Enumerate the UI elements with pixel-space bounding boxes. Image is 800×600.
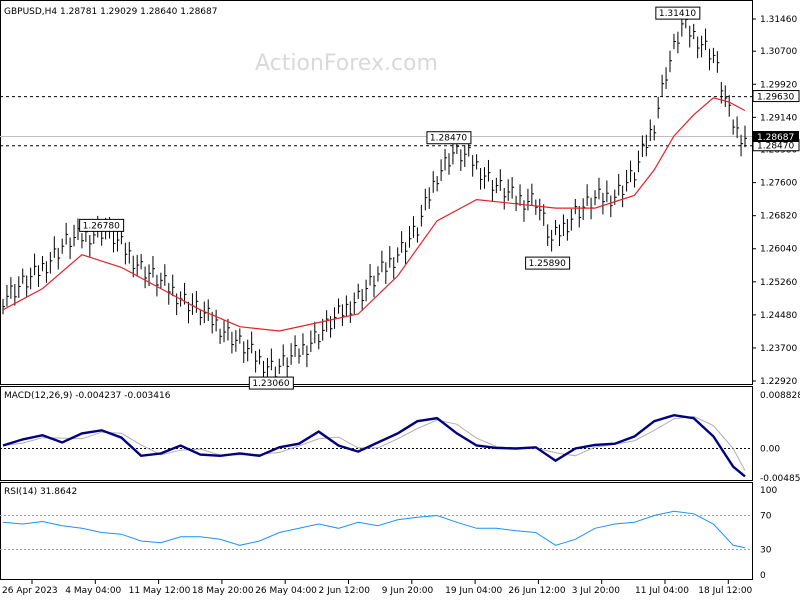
price-annotation-box	[248, 376, 294, 390]
price-tick-label: 1.29140	[760, 113, 797, 123]
macd-title: MACD(12,26,9) -0.004237 -0.003416	[4, 391, 171, 401]
level-tag-label: 1.28470	[757, 142, 794, 152]
x-tick-label: 18 Jul 12:00	[698, 586, 752, 596]
price-tick-label: 1.26820	[760, 212, 797, 222]
x-tick-label: 4 May 04:00	[65, 586, 121, 596]
x-tick-label: 3 Jul 20:00	[572, 586, 621, 596]
x-tick-label: 26 Jun 12:00	[508, 586, 565, 596]
price-tick-label: 1.31460	[760, 15, 797, 25]
x-tick-label: 18 May 20:00	[192, 586, 254, 596]
rsi-line	[2, 510, 746, 549]
macd-tick-label: -0.004859	[760, 474, 800, 484]
price-annotation-label: 1.31410	[659, 9, 696, 19]
price-tick-label: 1.25260	[760, 278, 797, 288]
macd-signal-line	[2, 415, 746, 471]
price-annotation-box	[655, 6, 701, 20]
price-annotation-label: 1.23060	[252, 379, 289, 389]
x-tick-label: 9 Jun 20:00	[382, 586, 434, 596]
price-tick-label: 1.22920	[760, 377, 797, 387]
x-tick-label: 11 May 12:00	[129, 586, 191, 596]
current-price-tag	[753, 131, 799, 142]
rsi-tick-label: 70	[760, 512, 772, 522]
macd-panel-frame	[0, 386, 753, 481]
price-tick-label: 1.26040	[760, 245, 797, 255]
watermark: ActionForex.com	[255, 51, 438, 76]
moving-average-line	[2, 97, 746, 332]
price-tick-label: 1.27600	[760, 179, 797, 189]
price-annotation-box	[525, 256, 571, 270]
rsi-tick-label: 30	[760, 546, 772, 556]
rsi-tick-label: 0	[760, 571, 766, 581]
x-tick-label: 2 Jun 12:00	[319, 586, 371, 596]
rsi-tick-label: 100	[760, 486, 777, 496]
macd-line	[2, 413, 746, 478]
level-tag	[752, 90, 800, 103]
macd-tick-label: 0.008828	[760, 391, 800, 401]
x-tick-label: 19 Jun 04:00	[445, 586, 502, 596]
price-tick-label: 1.29920	[760, 80, 797, 90]
price-tick-label: 1.23700	[760, 344, 797, 354]
x-tick-label: 11 Jul 04:00	[635, 586, 689, 596]
x-tick-label: 26 Apr 2023	[2, 586, 58, 596]
x-tick-label: 26 May 04:00	[255, 586, 317, 596]
price-annotation-label: 1.28470	[430, 134, 467, 144]
current-price-label: 1.28687	[757, 133, 794, 143]
price-tick-label: 1.24480	[760, 311, 797, 321]
price-tick-label: 1.30700	[760, 47, 797, 57]
level-tag-label: 1.29630	[757, 93, 794, 103]
price-annotation-box	[79, 218, 125, 232]
price-annotation-box	[426, 131, 472, 145]
price-annotation-label: 1.25890	[529, 259, 566, 269]
macd-tick-label: 0.00	[760, 445, 780, 455]
symbol-title: GBPUSD,H4 1.28781 1.29029 1.28640 1.2868…	[4, 7, 217, 17]
rsi-panel-frame	[0, 482, 753, 580]
rsi-title: RSI(14) 31.8642	[4, 487, 77, 497]
price-panel-frame	[0, 0, 753, 385]
price-annotation-label: 1.26780	[83, 221, 120, 231]
